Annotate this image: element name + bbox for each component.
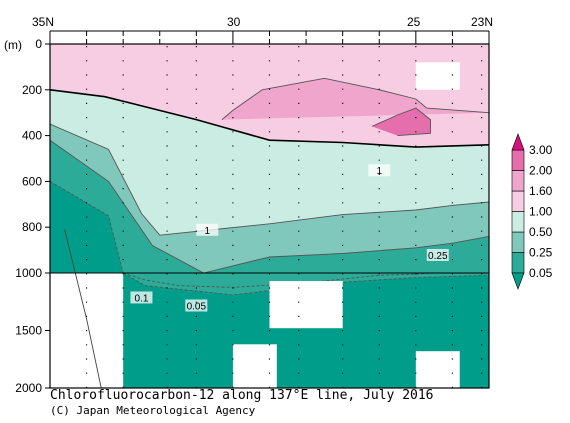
contour-label-bg [426, 248, 449, 261]
plot-layers: 1 1 0.25 0.1 0.05 [49, 43, 490, 389]
lat-tick-label-35n: 35N [32, 15, 54, 29]
depth-tick-label: 2000 [15, 381, 42, 395]
colorbar-level-label: 1.00 [529, 205, 553, 219]
colorbar-level-label: 0.25 [529, 246, 553, 260]
colorbar-low-end [511, 272, 525, 290]
station-dot-columns [86, 46, 483, 388]
colorbar-level-label: 3.00 [529, 143, 553, 157]
depth-tick-label: 600 [22, 174, 42, 188]
depth-axis: (m) 0 200 400 600 800 1000 1500 2000 [4, 37, 50, 395]
colorbar-swatch [511, 149, 525, 171]
copyright-credit: (C) Japan Meteorological Agency [50, 404, 256, 417]
lat-tick-label-23n: 23N [471, 15, 493, 29]
contour-label: 1 [205, 226, 211, 237]
concentration-fills [50, 44, 489, 388]
contour-label: 0.05 [187, 302, 207, 313]
chart-title: Chlorofluorocarbon-12 along 137°E line, … [50, 388, 434, 403]
colorbar-level-label: 0.50 [529, 225, 553, 239]
bottom-profile-line [64, 229, 102, 389]
colorbar-swatch [511, 170, 525, 192]
contour-label-bg [185, 299, 208, 312]
missing-data-block [415, 62, 460, 90]
lat-tick-label-30: 30 [227, 15, 241, 29]
contour-line-1 [49, 89, 490, 148]
contour-line-0-05 [49, 181, 489, 274]
depth-tick-label: 800 [22, 220, 42, 234]
depth-tick-label: 1500 [15, 324, 42, 338]
colorbar-level-label: 2.00 [529, 164, 553, 178]
contour-label: 0.25 [428, 251, 448, 262]
contour-label-bg [196, 223, 219, 236]
contour-label-bg [368, 164, 391, 177]
fill-region-lower-0-1 [123, 273, 489, 288]
colorbar-swatch [511, 252, 525, 274]
fill-region-2 [371, 108, 431, 136]
depth-tick-label: 1000 [15, 266, 42, 280]
latitude-axis: 35N 30 25 23N [32, 15, 493, 44]
contour-label: 1 [376, 166, 382, 177]
missing-data-block [415, 351, 460, 388]
contour-line-1-6 [221, 77, 490, 120]
contour-label: 0.1 [135, 293, 149, 304]
lat-tick-label-25: 25 [407, 15, 421, 29]
colorbar-level-label: 1.60 [529, 184, 553, 198]
depth-tick-label: 400 [22, 129, 42, 143]
depth-tick-label: 200 [22, 83, 42, 97]
colorbar-swatch [511, 190, 525, 212]
depth-tick-label: 0 [35, 37, 42, 51]
colorbar-swatch [511, 231, 525, 253]
colorbar-level-label: 0.05 [529, 266, 553, 280]
contour-line-0-5 [49, 123, 490, 236]
colorbar-legend: 0.05 0.25 0.50 1.00 1.60 2.00 3.00 [511, 133, 553, 290]
colorbar-swatch [511, 211, 525, 233]
fill-region-1-6 [221, 78, 489, 120]
contour-line-2 [371, 107, 431, 137]
missing-data-block [232, 344, 277, 388]
contour-label-bg [130, 291, 153, 304]
colorbar-high-end [511, 133, 525, 151]
contour-line-0-05-lower [122, 272, 490, 296]
missing-data-block [269, 281, 343, 329]
depth-unit-label: (m) [4, 38, 22, 52]
